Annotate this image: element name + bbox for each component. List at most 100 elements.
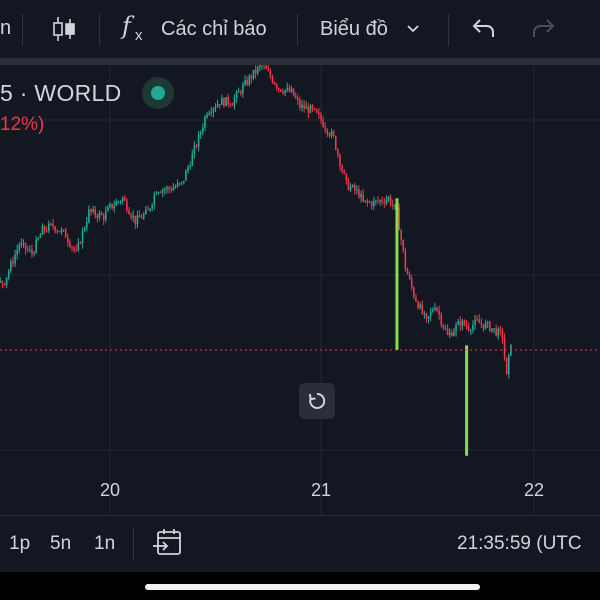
x-tick-label: 20 bbox=[99, 480, 121, 500]
toolbar-separator bbox=[448, 14, 449, 46]
candle-body bbox=[64, 229, 67, 238]
candle-body bbox=[421, 304, 424, 314]
candle-body bbox=[202, 127, 204, 133]
candle-body bbox=[88, 209, 90, 223]
candle-body bbox=[204, 116, 206, 128]
candle-body bbox=[345, 173, 348, 181]
candle-body bbox=[214, 107, 217, 109]
candle-body bbox=[349, 186, 352, 190]
candle-body bbox=[60, 229, 63, 232]
candle-body bbox=[303, 104, 305, 109]
candle-body bbox=[400, 230, 402, 240]
candle-body bbox=[71, 246, 73, 248]
toolbar-left-fragment[interactable]: n bbox=[0, 17, 12, 39]
price-change: 12%) bbox=[0, 114, 45, 135]
candle-body bbox=[149, 208, 151, 211]
candle-body bbox=[235, 91, 238, 99]
candle-body bbox=[408, 274, 411, 279]
candle-body bbox=[394, 204, 396, 206]
candle-body bbox=[265, 65, 267, 69]
fx-icon[interactable]: f x bbox=[122, 12, 143, 44]
candle-body bbox=[197, 134, 200, 147]
candle-body bbox=[223, 98, 225, 107]
candle-body bbox=[461, 320, 464, 327]
candle-body bbox=[320, 114, 322, 121]
candle-body bbox=[305, 106, 308, 109]
candle-body bbox=[48, 223, 50, 232]
candle-body bbox=[489, 321, 491, 331]
candle-body bbox=[126, 200, 128, 211]
candle-body bbox=[341, 165, 343, 171]
candle-body bbox=[69, 242, 71, 247]
candle-body bbox=[229, 104, 232, 106]
candle-body bbox=[351, 185, 354, 187]
candle-body bbox=[271, 76, 274, 83]
candle-body bbox=[221, 98, 223, 105]
candle-body bbox=[294, 96, 297, 99]
reset-chart-button[interactable] bbox=[299, 383, 335, 419]
goto-date-icon[interactable] bbox=[152, 527, 184, 559]
candle-body bbox=[218, 104, 221, 106]
candle-body bbox=[24, 242, 27, 250]
candle-body bbox=[339, 154, 341, 166]
candle-body bbox=[216, 104, 219, 108]
timeframe-1n[interactable]: 1n bbox=[94, 533, 116, 554]
candle-body bbox=[185, 170, 187, 181]
candle-body bbox=[436, 307, 438, 311]
candle-body bbox=[385, 199, 388, 204]
bottom-toolbar: 1p 5n 1n 21:35:59 (UTC bbox=[0, 515, 600, 573]
candle-body bbox=[98, 213, 101, 219]
timeframe-1p[interactable]: 1p bbox=[9, 533, 31, 554]
candle-body bbox=[457, 321, 459, 325]
candle-body bbox=[254, 69, 257, 74]
candle-body bbox=[465, 325, 468, 327]
indicators-button[interactable]: Các chỉ báo bbox=[161, 18, 267, 40]
candle-body bbox=[153, 194, 156, 205]
candle-body bbox=[212, 108, 215, 113]
candle-body bbox=[286, 87, 289, 91]
candle-body bbox=[195, 145, 198, 147]
candle-body bbox=[81, 230, 84, 244]
candle-body bbox=[404, 251, 407, 270]
candle-body bbox=[292, 88, 295, 97]
candle-body bbox=[166, 187, 168, 190]
candle-body bbox=[39, 234, 42, 238]
candle-body bbox=[318, 112, 320, 115]
home-indicator bbox=[145, 584, 480, 590]
reset-icon bbox=[309, 392, 326, 409]
candle-body bbox=[193, 145, 196, 154]
chart-type-button[interactable]: Biểu đồ bbox=[320, 18, 388, 40]
candle-body bbox=[151, 204, 153, 209]
top-toolbar: n f x Các chỉ báo Biểu đồ bbox=[0, 0, 600, 58]
utc-clock[interactable]: 21:35:59 (UTC bbox=[457, 533, 582, 554]
candle-body bbox=[233, 98, 236, 106]
candle-body bbox=[107, 207, 109, 212]
price-chart[interactable] bbox=[0, 65, 600, 515]
candle-body bbox=[307, 106, 310, 113]
candle-body bbox=[313, 108, 316, 110]
candle-body bbox=[0, 280, 2, 282]
candle-body bbox=[448, 332, 451, 335]
candle-body bbox=[172, 187, 175, 191]
candle-body bbox=[432, 309, 434, 312]
candle-body bbox=[453, 331, 455, 336]
redo-icon[interactable] bbox=[530, 18, 556, 40]
chevron-down-icon[interactable] bbox=[406, 24, 420, 34]
candle-body bbox=[155, 192, 158, 195]
candle-body bbox=[299, 100, 301, 108]
candle-body bbox=[130, 214, 132, 218]
undo-icon[interactable] bbox=[471, 18, 497, 40]
candle-body bbox=[242, 84, 244, 94]
candlestick-icon[interactable] bbox=[51, 15, 77, 43]
toolbar-separator bbox=[99, 14, 100, 46]
candle-body bbox=[387, 197, 390, 200]
candle-body bbox=[495, 328, 497, 336]
candle-body bbox=[389, 197, 392, 205]
candle-body bbox=[259, 65, 261, 68]
candle-body bbox=[301, 104, 303, 108]
candle-body bbox=[478, 319, 481, 324]
candle-body bbox=[14, 254, 16, 264]
candle-body bbox=[248, 75, 251, 85]
candle-body bbox=[113, 205, 116, 209]
timeframe-5n[interactable]: 5n bbox=[50, 533, 72, 554]
